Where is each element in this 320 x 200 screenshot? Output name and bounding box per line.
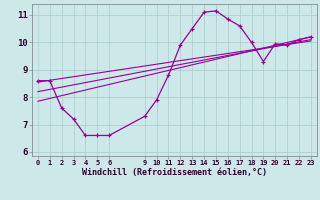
X-axis label: Windchill (Refroidissement éolien,°C): Windchill (Refroidissement éolien,°C)	[82, 168, 267, 177]
